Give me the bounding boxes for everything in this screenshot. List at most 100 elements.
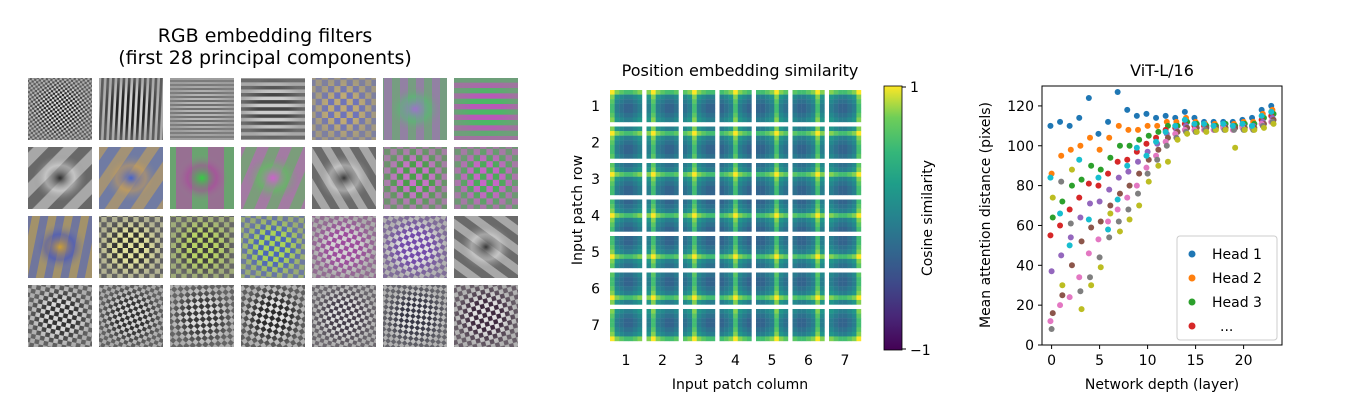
- similarity-tile: [646, 126, 679, 159]
- scatter-title: ViT-L/16: [1130, 61, 1194, 80]
- scatter-point: [1085, 180, 1092, 187]
- scatter-x-ticks: 0 5 10 15 20: [1047, 345, 1253, 369]
- scatter-point: [1059, 292, 1066, 299]
- scatter-point: [1232, 144, 1239, 151]
- filter-tile: [454, 216, 518, 278]
- scatter-point: [1085, 94, 1092, 101]
- scatter-point: [1067, 146, 1074, 153]
- similarity-tile: [756, 90, 789, 123]
- scatter-point: [1047, 122, 1054, 129]
- similarity-tile: [829, 90, 862, 123]
- scatter-y-ticks: 0 20 40 60 80 100 120: [1007, 99, 1042, 354]
- filter-tile: [170, 147, 234, 209]
- heatmap-y-ticks: 1 2 3 4 5 6 7: [591, 99, 600, 334]
- similarity-tile: [829, 126, 862, 159]
- scatter-points: [1047, 88, 1277, 333]
- scatter-point: [1124, 194, 1131, 201]
- filter-tile: [28, 216, 92, 278]
- heatmap-x-ticks: 1 2 3 4 5 6 7: [622, 353, 850, 369]
- scatter-point: [1076, 194, 1083, 201]
- scatter-point: [1222, 126, 1229, 133]
- filter-tile: [383, 147, 447, 209]
- position-similarity-figure: Position embedding similarity 1 2 3 4 5 6 7 1 2…: [570, 61, 936, 393]
- similarity-tile: [756, 272, 789, 305]
- similarity-tile: [792, 126, 825, 159]
- heatmap-y-tick: 7: [591, 318, 600, 334]
- scatter-point: [1210, 122, 1217, 129]
- scatter-point: [1087, 134, 1093, 141]
- scatter-point: [1106, 134, 1113, 141]
- scatter-point: [1135, 190, 1141, 197]
- scatter-point: [1133, 112, 1140, 119]
- scatter-point: [1087, 274, 1093, 281]
- scatter-point: [1145, 178, 1152, 185]
- heatmap-grid: [610, 90, 862, 342]
- filter-tile: [454, 147, 518, 209]
- scatter-point: [1066, 122, 1073, 129]
- similarity-tile: [610, 236, 643, 269]
- scatter-point: [1143, 164, 1150, 171]
- scatter-point: [1059, 282, 1066, 289]
- scatter-point: [1241, 126, 1248, 133]
- scatter-point: [1057, 222, 1064, 229]
- scatter-point: [1049, 310, 1056, 317]
- scatter-point: [1136, 136, 1143, 143]
- scatter-point: [1057, 118, 1064, 125]
- scatter-point: [1201, 120, 1208, 127]
- scatter-point: [1047, 318, 1054, 325]
- similarity-tile: [792, 90, 825, 123]
- scatter-point: [1078, 306, 1085, 313]
- scatter-point: [1058, 152, 1065, 159]
- filter-tile: [383, 216, 447, 278]
- scatter-x-tick: 5: [1095, 353, 1104, 369]
- similarity-tile: [829, 309, 862, 342]
- similarity-tile: [756, 236, 789, 269]
- rgb-filters-panel: RGB embedding filters (first 28 principa…: [0, 0, 540, 416]
- heatmap-x-tick: 6: [804, 353, 813, 369]
- similarity-tile: [756, 199, 789, 232]
- scatter-point: [1116, 190, 1123, 197]
- scatter-point: [1068, 166, 1075, 173]
- scatter-point: [1116, 142, 1123, 149]
- position-similarity-panel: Position embedding similarity 1 2 3 4 5 6 7 1 2…: [560, 0, 960, 416]
- colorbar-label: Cosine similarity: [920, 160, 936, 276]
- similarity-tile: [683, 309, 716, 342]
- scatter-point: [1105, 226, 1112, 233]
- scatter-point: [1076, 156, 1083, 163]
- similarity-tile: [792, 236, 825, 269]
- filters-title-line1: RGB embedding filters: [158, 25, 373, 47]
- scatter-point: [1193, 128, 1200, 135]
- filter-tile: [383, 78, 447, 140]
- scatter-point: [1203, 128, 1210, 135]
- scatter-point: [1126, 182, 1133, 189]
- attention-distance-figure: ViT-L/16 0 5 10 15 20 0 20 40 60 80 100 120 Networ…: [978, 61, 1283, 393]
- scatter-point: [1136, 170, 1143, 177]
- scatter-point: [1114, 196, 1121, 203]
- filter-tile: [28, 147, 92, 209]
- scatter-point: [1068, 262, 1075, 269]
- scatter-point: [1105, 170, 1112, 177]
- heatmap-y-tick: 1: [591, 99, 600, 115]
- filter-tile: [312, 285, 376, 347]
- scatter-point: [1115, 218, 1122, 225]
- scatter-point: [1124, 106, 1131, 113]
- scatter-point: [1220, 120, 1227, 127]
- scatter-point: [1106, 234, 1113, 241]
- scatter-point: [1135, 158, 1141, 165]
- legend-marker-head-2: [1188, 274, 1196, 282]
- scatter-point: [1162, 128, 1169, 135]
- scatter-point: [1076, 274, 1083, 281]
- scatter-point: [1239, 120, 1246, 127]
- scatter-point: [1097, 264, 1104, 271]
- scatter-point: [1181, 116, 1188, 123]
- scatter-point: [1077, 288, 1084, 295]
- scatter-point: [1107, 202, 1114, 209]
- scatter-y-tick: 20: [1016, 298, 1034, 314]
- filter-tile: [28, 285, 92, 347]
- similarity-tile: [646, 163, 679, 196]
- heatmap-y-label: Input patch row: [570, 155, 586, 265]
- scatter-point: [1125, 168, 1132, 175]
- scatter-point: [1181, 108, 1188, 115]
- filter-tile: [99, 147, 163, 209]
- scatter-point: [1105, 118, 1112, 125]
